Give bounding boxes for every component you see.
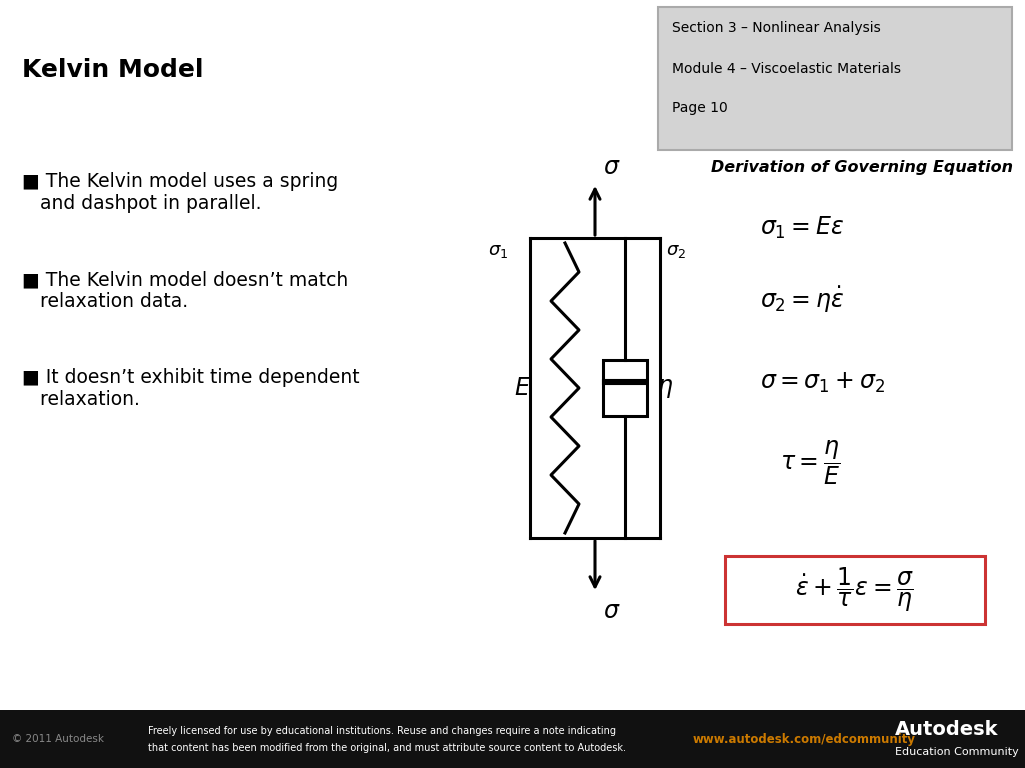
Text: and dashpot in parallel.: and dashpot in parallel. (22, 194, 261, 213)
Text: Section 3 – Nonlinear Analysis: Section 3 – Nonlinear Analysis (672, 21, 880, 35)
Bar (725, 556, 985, 624)
Text: ■ It doesn’t exhibit time dependent: ■ It doesn’t exhibit time dependent (22, 368, 360, 387)
Text: Autodesk: Autodesk (895, 720, 998, 739)
Text: $E$: $E$ (515, 376, 531, 400)
Text: Education Community: Education Community (895, 746, 1019, 756)
Text: $\sigma = \sigma_1 + \sigma_2$: $\sigma = \sigma_1 + \sigma_2$ (760, 371, 885, 395)
Text: $\sigma$: $\sigma$ (603, 155, 620, 179)
Text: $\dot{\varepsilon} + \dfrac{1}{\tau}\varepsilon = \dfrac{\sigma}{\eta}$: $\dot{\varepsilon} + \dfrac{1}{\tau}\var… (795, 566, 914, 614)
Text: that content has been modified from the original, and must attribute source cont: that content has been modified from the … (148, 743, 626, 753)
Text: Page 10: Page 10 (672, 101, 728, 115)
Text: Kelvin Model: Kelvin Model (22, 58, 204, 82)
Bar (0, 710, 1025, 768)
Text: Freely licensed for use by educational institutions. Reuse and changes require a: Freely licensed for use by educational i… (148, 726, 616, 736)
Text: $\sigma_1$: $\sigma_1$ (488, 242, 508, 260)
Text: © 2011 Autodesk: © 2011 Autodesk (12, 734, 104, 744)
Text: $\eta$: $\eta$ (657, 376, 673, 400)
Text: ■ The Kelvin model uses a spring: ■ The Kelvin model uses a spring (22, 172, 338, 191)
Text: ■ The Kelvin model doesn’t match: ■ The Kelvin model doesn’t match (22, 270, 348, 289)
Text: $\sigma_2$: $\sigma_2$ (666, 242, 686, 260)
Text: Module 4 – Viscoelastic Materials: Module 4 – Viscoelastic Materials (672, 62, 901, 76)
Text: relaxation data.: relaxation data. (22, 292, 189, 311)
Bar (603, 360, 647, 416)
Text: $\sigma_1 = E\varepsilon$: $\sigma_1 = E\varepsilon$ (760, 215, 844, 241)
Text: $\tau = \dfrac{\eta}{E}$: $\tau = \dfrac{\eta}{E}$ (780, 439, 840, 487)
Text: www.autodesk.com/edcommunity: www.autodesk.com/edcommunity (693, 733, 916, 746)
Bar (658, 7, 1012, 150)
Text: relaxation.: relaxation. (22, 390, 139, 409)
Text: Derivation of Governing Equation: Derivation of Governing Equation (711, 160, 1013, 175)
Text: $\sigma_2 = \eta\dot{\varepsilon}$: $\sigma_2 = \eta\dot{\varepsilon}$ (760, 285, 845, 316)
Text: $\sigma$: $\sigma$ (603, 599, 620, 623)
